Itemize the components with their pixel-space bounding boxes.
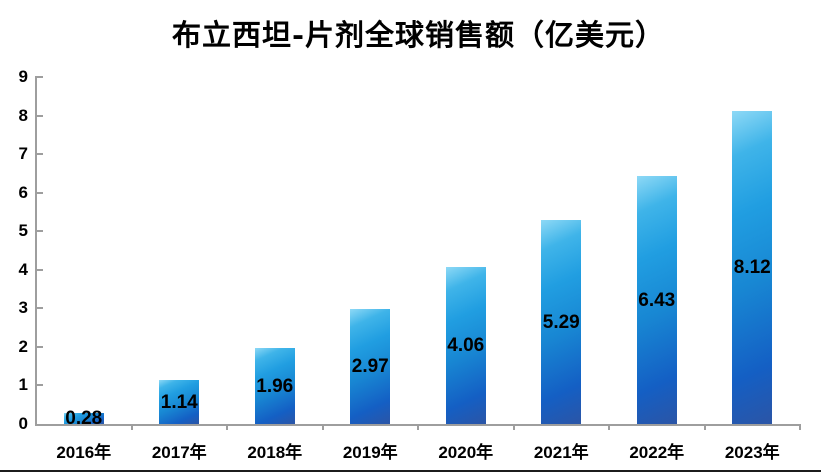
x-axis-category-label: 2021年: [533, 443, 589, 462]
bar-value-label: 5.29: [542, 311, 580, 333]
x-axis-category-label: 2018年: [247, 443, 303, 462]
bar-value-label: 1.14: [160, 391, 198, 413]
y-axis-tick-label: 0: [18, 414, 28, 433]
x-axis-category-label: 2020年: [438, 443, 494, 462]
x-axis-category-label: 2022年: [629, 443, 685, 462]
bottom-border-rule: [0, 470, 821, 472]
y-axis-tick: [36, 153, 43, 156]
x-axis-category-label: 2019年: [342, 443, 398, 462]
y-axis-tick: [36, 114, 43, 117]
x-axis-tick: [799, 424, 801, 430]
y-axis-tick: [36, 307, 43, 310]
y-axis-tick: [36, 345, 43, 348]
y-axis-tick-label: 9: [18, 67, 28, 86]
bar-2021年: 5.29: [541, 220, 582, 424]
bar-2018年: 1.96: [254, 348, 295, 424]
y-axis-tick: [36, 268, 43, 271]
bar-value-label: 8.12: [733, 256, 771, 278]
chart-title: 布立西坦-片剂全球销售额（亿美元）: [171, 18, 666, 52]
x-axis-category-label: 2023年: [724, 443, 780, 462]
bar-value-label: 2.97: [351, 356, 389, 378]
x-axis-tick: [417, 424, 419, 430]
bar-2019年: 2.97: [350, 309, 391, 424]
y-axis-tick-label: 7: [18, 144, 28, 164]
y-axis-tick: [36, 191, 43, 194]
bar-value-label: 1.96: [256, 375, 294, 397]
y-axis-tick-label: 1: [18, 375, 28, 395]
bar-value-label: 6.43: [638, 289, 676, 311]
x-axis-category-label: 2017年: [151, 443, 207, 462]
bar-2016年: 0.28: [63, 409, 104, 428]
y-axis-tick: [36, 76, 43, 78]
x-axis-tick: [130, 424, 133, 430]
x-axis-tick: [226, 424, 228, 430]
x-axis-tick: [321, 424, 324, 430]
bar-2022年: 6.43: [636, 176, 677, 424]
y-axis-tick-label: 2: [18, 336, 28, 356]
bar-2020年: 4.06: [445, 267, 486, 424]
y-axis-tick-label: 3: [18, 298, 28, 318]
bar-value-label: 4.06: [447, 335, 485, 357]
bar-2023年: 8.12: [732, 110, 773, 424]
y-axis-tick-label: 8: [18, 105, 28, 125]
bar-value-label: 0.28: [65, 408, 103, 430]
bar-2017年: 1.14: [159, 380, 200, 424]
y-axis-tick-label: 5: [18, 221, 28, 241]
x-axis-tick: [703, 424, 706, 430]
y-axis-tick: [36, 384, 43, 387]
y-axis-tick-label: 4: [18, 259, 28, 279]
x-axis-category-label: 2016年: [56, 443, 112, 462]
x-axis-tick: [512, 424, 515, 430]
y-axis-line: [35, 76, 37, 426]
y-axis-tick-label: 6: [18, 182, 28, 202]
y-axis-tick: [36, 230, 43, 233]
x-axis-tick: [608, 424, 610, 430]
